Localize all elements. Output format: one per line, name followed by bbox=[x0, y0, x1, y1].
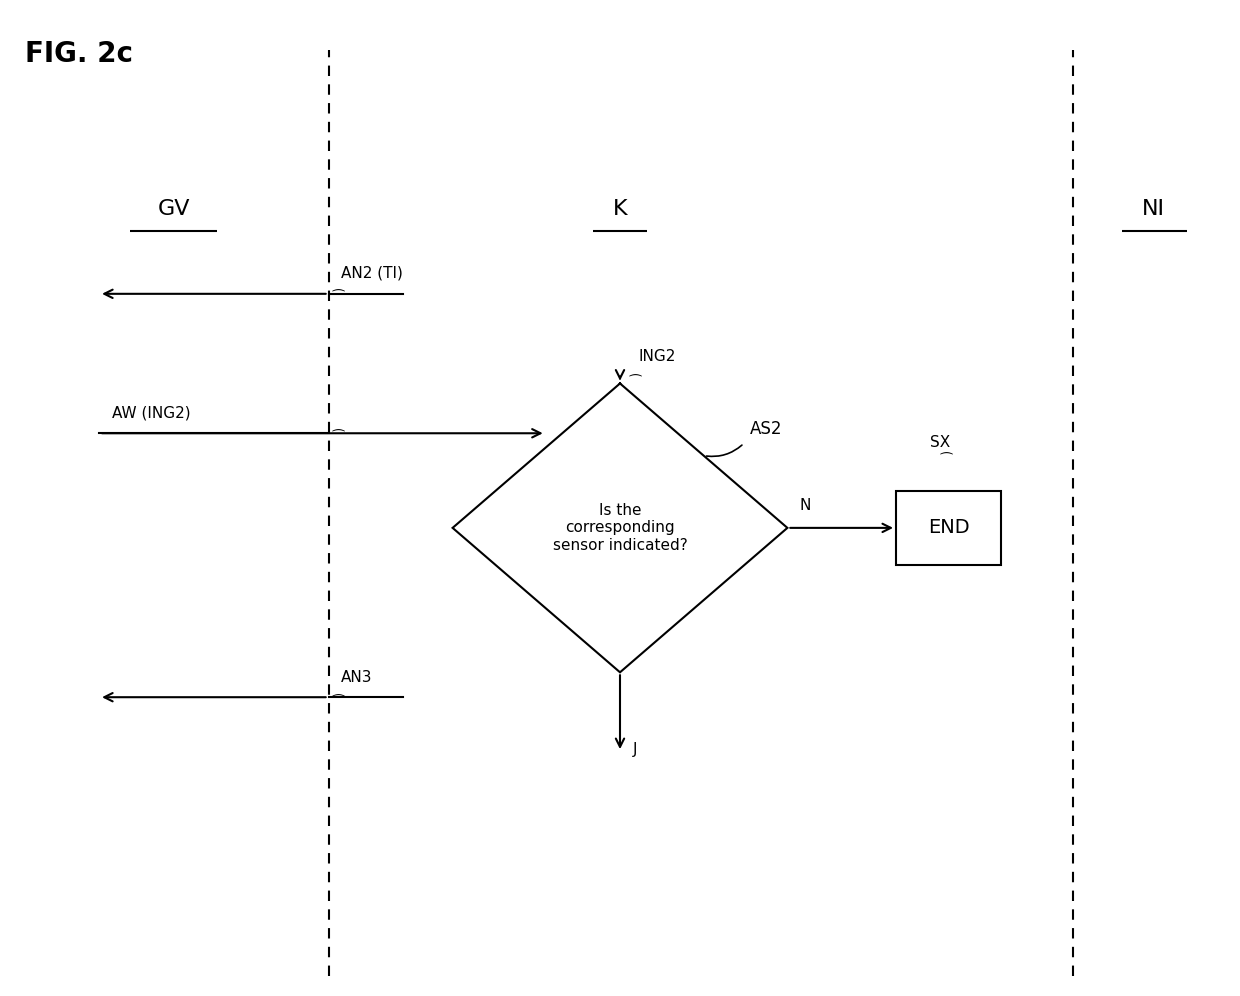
Text: GV: GV bbox=[157, 199, 190, 219]
Text: AN3: AN3 bbox=[341, 670, 372, 685]
Text: AN2 (TI): AN2 (TI) bbox=[341, 266, 403, 281]
Text: SX: SX bbox=[930, 435, 950, 450]
Text: AS2: AS2 bbox=[750, 420, 782, 438]
Text: ⁀: ⁀ bbox=[332, 696, 343, 710]
Text: ⁀: ⁀ bbox=[332, 292, 343, 306]
Text: ⁀: ⁀ bbox=[630, 376, 641, 390]
FancyBboxPatch shape bbox=[895, 491, 1002, 566]
Text: Is the
corresponding
sensor indicated?: Is the corresponding sensor indicated? bbox=[553, 503, 687, 553]
Text: AW (ING2): AW (ING2) bbox=[112, 405, 190, 420]
Text: J: J bbox=[632, 742, 637, 757]
Text: ING2: ING2 bbox=[639, 349, 676, 364]
Text: END: END bbox=[928, 518, 970, 538]
Text: ⁀: ⁀ bbox=[332, 431, 343, 445]
Text: ⁀: ⁀ bbox=[941, 454, 951, 468]
Text: N: N bbox=[800, 498, 811, 513]
Text: K: K bbox=[613, 199, 627, 219]
Text: FIG. 2c: FIG. 2c bbox=[25, 40, 133, 68]
Text: NI: NI bbox=[1142, 199, 1164, 219]
